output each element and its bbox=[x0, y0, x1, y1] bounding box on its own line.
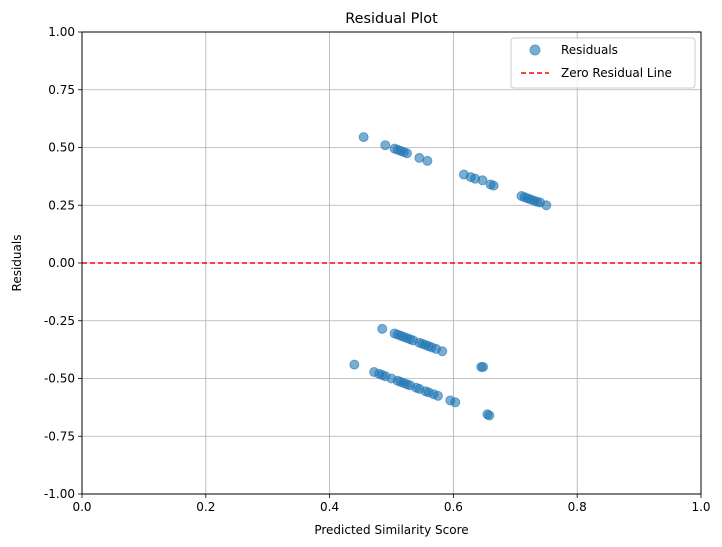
residual-point bbox=[358, 132, 369, 143]
x-tick-label: 0.6 bbox=[444, 500, 463, 514]
residual-point bbox=[450, 397, 461, 408]
legend-marker-residuals bbox=[529, 44, 541, 56]
x-tick-label: 0.0 bbox=[72, 500, 91, 514]
residual-point bbox=[422, 155, 433, 166]
chart-title: Residual Plot bbox=[345, 11, 438, 27]
residual-point bbox=[437, 346, 448, 357]
y-tick-label: 1.00 bbox=[48, 25, 75, 39]
y-tick-label: 0.00 bbox=[48, 256, 75, 270]
legend: Residuals Zero Residual Line bbox=[510, 37, 696, 89]
residual-point bbox=[432, 390, 443, 401]
y-tick-label: 0.50 bbox=[48, 141, 75, 155]
x-tick-label: 0.2 bbox=[196, 500, 215, 514]
residual-point bbox=[478, 361, 489, 372]
residual-point bbox=[377, 323, 388, 334]
legend-label-zero-line: Zero Residual Line bbox=[561, 66, 672, 80]
y-tick-label: -0.25 bbox=[44, 314, 75, 328]
residual-point bbox=[488, 180, 499, 191]
scatter-points bbox=[349, 132, 552, 421]
residual-point bbox=[380, 140, 391, 151]
residual-point bbox=[401, 148, 412, 159]
residual-point bbox=[484, 410, 495, 421]
legend-label-residuals: Residuals bbox=[561, 43, 618, 57]
y-tick-label: -0.75 bbox=[44, 429, 75, 443]
x-axis-label: Predicted Similarity Score bbox=[314, 523, 468, 537]
x-tick-label: 0.4 bbox=[320, 500, 339, 514]
plot-frame bbox=[81, 31, 702, 495]
residual-point bbox=[477, 175, 488, 186]
y-tick-label: -0.50 bbox=[44, 372, 75, 386]
y-tick-label: -1.00 bbox=[44, 487, 75, 501]
legend-box bbox=[510, 37, 696, 89]
x-tick-label: 1.0 bbox=[691, 500, 710, 514]
y-axis-label: Residuals bbox=[10, 235, 24, 292]
y-tick-label: 0.25 bbox=[48, 198, 75, 212]
residual-point bbox=[349, 359, 360, 370]
x-tick-label: 0.8 bbox=[568, 500, 587, 514]
axis-ticks: 0.0 0.2 0.4 0.6 0.8 1.0 1.00 0.75 0.50 0.25 0.00 -0… bbox=[44, 25, 711, 514]
y-tick-label: 0.75 bbox=[48, 83, 75, 97]
residual-point bbox=[541, 200, 552, 211]
